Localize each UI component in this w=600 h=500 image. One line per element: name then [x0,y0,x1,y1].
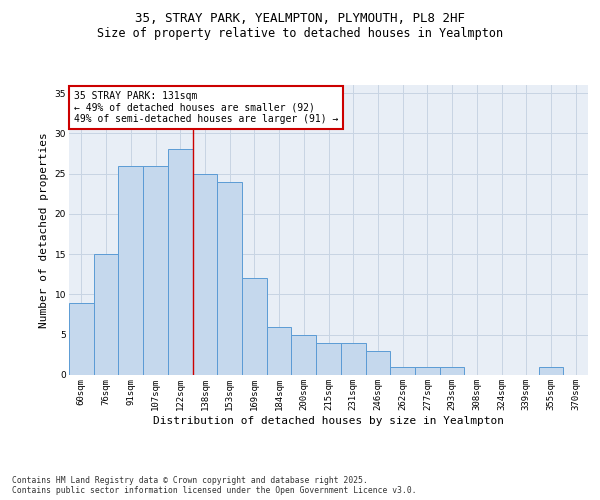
Bar [267,326,292,375]
Bar [94,254,118,375]
Text: 35 STRAY PARK: 131sqm
← 49% of detached houses are smaller (92)
49% of semi-deta: 35 STRAY PARK: 131sqm ← 49% of detached … [74,91,338,124]
Bar [415,367,440,375]
Y-axis label: Number of detached properties: Number of detached properties [39,132,49,328]
X-axis label: Distribution of detached houses by size in Yealmpton: Distribution of detached houses by size … [153,416,504,426]
Bar [440,367,464,375]
Text: Contains HM Land Registry data © Crown copyright and database right 2025.
Contai: Contains HM Land Registry data © Crown c… [12,476,416,495]
Text: Size of property relative to detached houses in Yealmpton: Size of property relative to detached ho… [97,28,503,40]
Bar [365,351,390,375]
Bar [143,166,168,375]
Bar [193,174,217,375]
Bar [539,367,563,375]
Bar [242,278,267,375]
Bar [217,182,242,375]
Bar [118,166,143,375]
Text: 35, STRAY PARK, YEALMPTON, PLYMOUTH, PL8 2HF: 35, STRAY PARK, YEALMPTON, PLYMOUTH, PL8… [135,12,465,26]
Bar [69,302,94,375]
Bar [341,343,365,375]
Bar [390,367,415,375]
Bar [316,343,341,375]
Bar [292,334,316,375]
Bar [168,150,193,375]
